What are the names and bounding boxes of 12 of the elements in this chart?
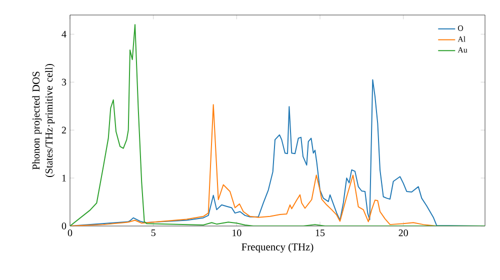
x-tick-label: 10 [232, 230, 242, 236]
y-tick-label: 2 [62, 126, 66, 134]
x-tick-label: 20 [398, 230, 408, 236]
y-tick-label: 1 [62, 174, 66, 182]
x-tick-label: 0 [68, 230, 72, 236]
y-tick-label: 3 [62, 78, 66, 86]
x-axis-title: Frequency (THz) [242, 243, 314, 253]
y-axis-title: Phonon projected DOS (States/THz·primitive cell) [32, 64, 55, 177]
x-tick-label: 15 [316, 230, 325, 236]
y-tick-label: 0 [62, 222, 66, 230]
x-tick-label: 5 [151, 230, 156, 236]
y-tick-label: 4 [62, 30, 66, 38]
